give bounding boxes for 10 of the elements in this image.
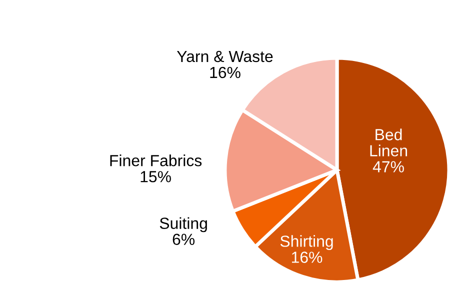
slice-label: Shirting [280, 235, 333, 250]
slice-label: Yarn & Waste [176, 50, 273, 62]
data-label: 16% [292, 252, 322, 263]
slice-label: Finer Fabrics [110, 154, 202, 166]
data-label: 15% [140, 171, 171, 182]
data-label: 47% [372, 161, 404, 172]
slice-label: Suiting [160, 217, 207, 232]
data-label: 16% [210, 66, 240, 78]
slice-label: Bed Linen [370, 128, 408, 156]
data-label: 6% [172, 234, 195, 246]
